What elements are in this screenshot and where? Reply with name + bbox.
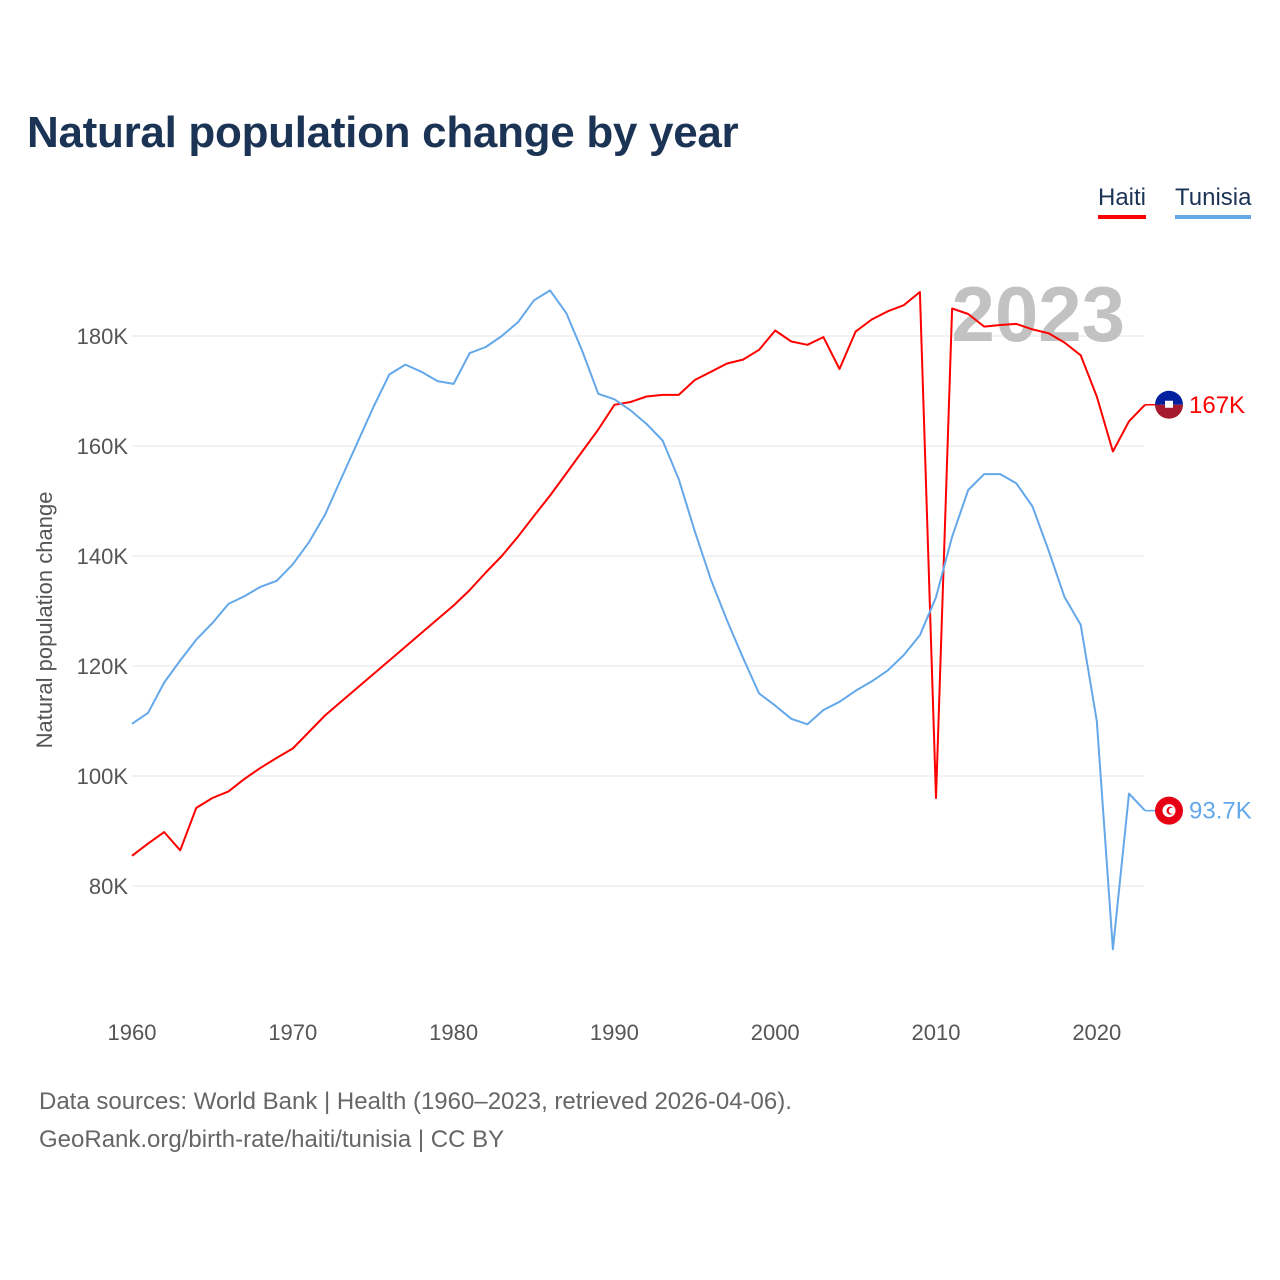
year-watermark: 2023 [951,270,1125,358]
series-line-tunisia [131,289,1146,951]
end-value-label: 167K [1189,392,1245,419]
tunisia-flag-icon [1155,796,1183,825]
footer-attribution: GeoRank.org/birth-rate/haiti/tunisia | C… [39,1126,505,1153]
x-tick-label: 2010 [912,1020,961,1045]
y-tick-label: 140K [77,544,129,569]
y-tick-label: 100K [77,764,129,789]
x-tick-label: 2000 [751,1020,800,1045]
x-tick-label: 2020 [1072,1020,1121,1045]
legend-item-tunisia[interactable]: Tunisia [1175,184,1252,219]
y-tick-label: 180K [77,324,129,349]
y-axis-label: Natural population change [32,492,57,749]
x-tick-label: 1960 [108,1020,157,1045]
legend-item-haiti[interactable]: Haiti [1098,184,1147,219]
y-tick-label: 160K [77,434,129,459]
end-value-label: 93.7K [1189,798,1252,825]
haiti-flag-icon [1155,390,1183,419]
series-line-haiti [131,291,1146,857]
x-tick-label: 1970 [268,1020,317,1045]
x-tick-label: 1990 [590,1020,639,1045]
footer-sources: Data sources: World Bank | Health (1960–… [39,1088,792,1115]
y-tick-label: 80K [89,874,128,899]
x-tick-label: 1980 [429,1020,478,1045]
chart-title: Natural population change by year [27,108,739,157]
y-tick-label: 120K [77,654,129,679]
